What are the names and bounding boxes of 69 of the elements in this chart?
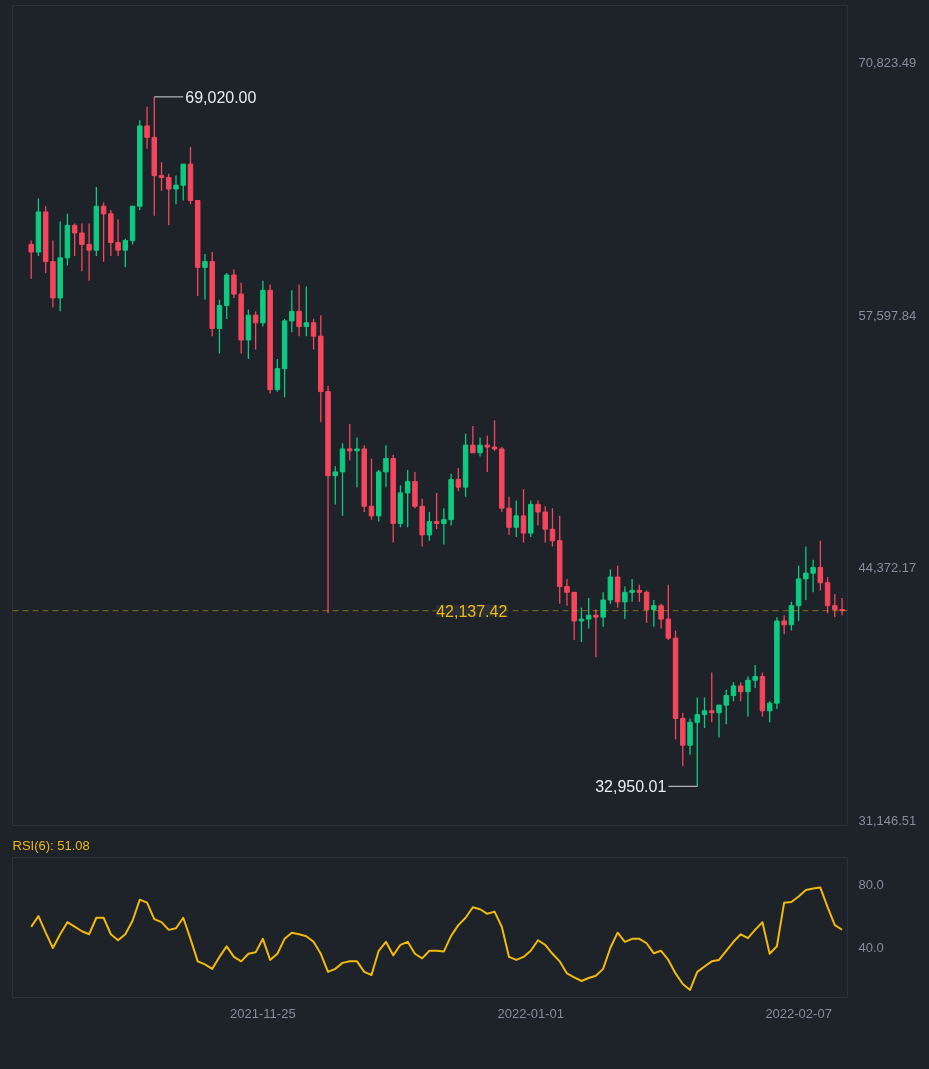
y-tick-label: 70,823.49	[858, 54, 917, 70]
candlestick	[578, 606, 585, 643]
candlestick	[477, 436, 483, 458]
candlestick	[470, 425, 476, 454]
candlestick	[122, 238, 129, 269]
candlestick	[585, 597, 592, 630]
candlestick	[810, 559, 816, 593]
y-tick-label: 31,146.51	[858, 813, 917, 829]
candlestick	[332, 465, 339, 506]
candlestick	[803, 545, 809, 601]
candlestick	[542, 505, 548, 544]
candlestick	[817, 540, 824, 592]
candlestick	[173, 174, 179, 205]
candlestick	[651, 599, 657, 628]
candlestick	[303, 285, 310, 337]
candlestick	[506, 496, 512, 536]
candlestick	[687, 717, 693, 756]
candlestick	[289, 289, 295, 333]
annotation: 32,950.01	[595, 778, 667, 796]
y-tick-label: 40.0	[858, 939, 884, 955]
candlestick	[252, 310, 259, 351]
candlestick	[723, 689, 729, 725]
candlestick	[781, 614, 787, 636]
candlestick	[709, 671, 715, 723]
candlestick	[166, 173, 172, 226]
candlestick	[745, 675, 751, 718]
x-tick-label: 2022-02-07	[765, 1005, 832, 1021]
candlestick	[339, 442, 346, 517]
candlestick	[549, 507, 556, 548]
candlestick	[513, 499, 520, 538]
candlestick	[593, 608, 599, 658]
candlestick	[737, 681, 744, 702]
candlestick	[788, 601, 795, 632]
candlestick	[202, 253, 208, 301]
candlestick	[701, 696, 708, 729]
y-tick-label: 57,597.84	[858, 307, 917, 323]
candlestick	[274, 358, 281, 393]
line-series	[30, 886, 844, 991]
candlestick	[433, 492, 440, 530]
candlestick	[752, 664, 758, 689]
candlestick	[347, 423, 353, 462]
candlestick	[158, 161, 165, 192]
x-tick-label: 2022-01-01	[497, 1005, 565, 1021]
chart-title: RSI(6): 51.08	[12, 837, 90, 853]
candlestick	[354, 436, 360, 488]
candlestick	[484, 434, 491, 473]
candlestick	[455, 467, 462, 492]
candlestick	[180, 163, 186, 202]
candlestick	[216, 299, 223, 355]
candlestick	[383, 444, 389, 488]
candlestick	[426, 511, 433, 542]
candlestick	[28, 239, 34, 280]
candlestick	[520, 488, 527, 544]
annotation: 69,020.00	[185, 88, 257, 106]
y-tick-label: 44,372.17	[858, 560, 917, 576]
candlestick	[730, 681, 737, 702]
candlestick	[491, 419, 498, 452]
candlestick	[824, 576, 831, 614]
candlestick	[643, 589, 650, 624]
y-tick-label: 80.0	[858, 876, 884, 892]
x-tick-label: 2021-11-25	[230, 1005, 296, 1021]
candlestick	[296, 283, 302, 337]
ref-line-label: 42,137.42	[436, 602, 508, 620]
candlestick	[716, 704, 722, 739]
candlestick	[535, 499, 541, 527]
candlestick	[310, 318, 317, 351]
candlestick	[404, 469, 411, 528]
candlestick	[694, 696, 701, 787]
candlestick	[231, 268, 237, 299]
